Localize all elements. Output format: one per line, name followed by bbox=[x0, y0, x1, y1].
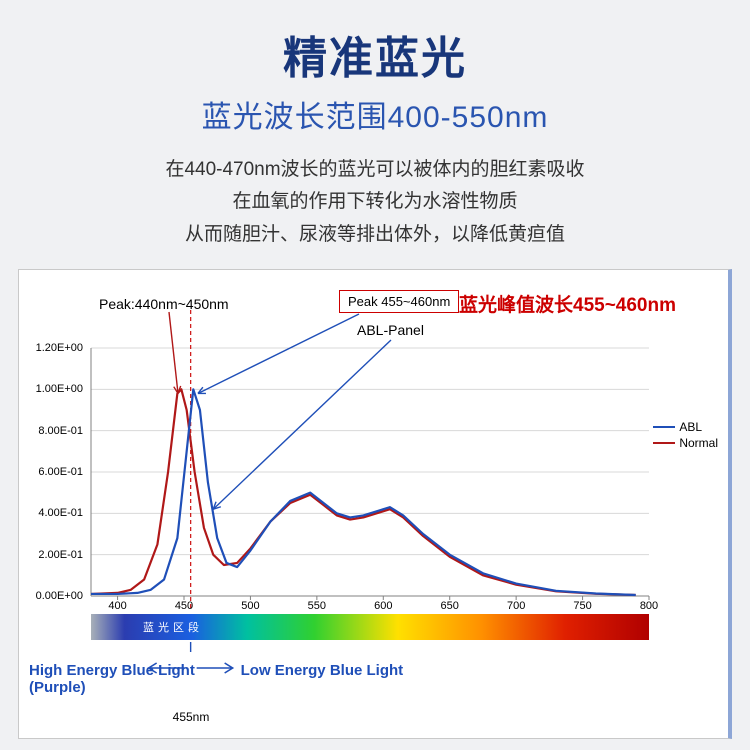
x-tick-label: 600 bbox=[368, 600, 398, 612]
x-tick-label: 400 bbox=[103, 600, 133, 612]
x-tick-label: 450 bbox=[169, 600, 199, 612]
bottom-arrows-svg bbox=[19, 642, 731, 722]
y-tick-label: 2.00E-01 bbox=[23, 549, 83, 561]
desc-line-1: 在440-470nm波长的蓝光可以被体内的胆红素吸收 bbox=[0, 154, 750, 186]
y-tick-label: 1.20E+00 bbox=[23, 342, 83, 354]
legend-normal: Normal bbox=[653, 436, 718, 450]
legend-line-abl bbox=[653, 426, 675, 428]
chart-svg bbox=[19, 270, 731, 610]
y-tick-label: 6.00E-01 bbox=[23, 466, 83, 478]
peak-label-normal: Peak:440nm~450nm bbox=[99, 296, 229, 312]
abl-panel-label: ABL-Panel bbox=[357, 322, 424, 338]
y-tick-label: 1.00E+00 bbox=[23, 383, 83, 395]
chart-legend: ABL Normal bbox=[653, 420, 718, 452]
legend-line-normal bbox=[653, 442, 675, 444]
y-tick-label: 0.00E+00 bbox=[23, 590, 83, 602]
peak-label-abl-box: Peak 455~460nm bbox=[339, 290, 459, 313]
x-tick-label: 650 bbox=[435, 600, 465, 612]
y-tick-label: 4.00E-01 bbox=[23, 507, 83, 519]
desc-line-2: 在血氧的作用下转化为水溶性物质 bbox=[0, 186, 750, 218]
y-tick-label: 8.00E-01 bbox=[23, 425, 83, 437]
desc-line-3: 从而随胆汁、尿液等排出体外，以降低黄疸值 bbox=[0, 219, 750, 251]
peak-highlight-text: 蓝光峰值波长455~460nm bbox=[459, 290, 676, 317]
chart-frame: Peak:440nm~450nm Peak 455~460nm 蓝光峰值波长45… bbox=[18, 269, 732, 739]
page-title: 精准蓝光 bbox=[0, 22, 750, 86]
legend-abl: ABL bbox=[653, 420, 718, 434]
x-tick-label: 800 bbox=[634, 600, 664, 612]
x-tick-label: 700 bbox=[501, 600, 531, 612]
marker-455nm: 455nm bbox=[173, 710, 210, 724]
legend-label-normal: Normal bbox=[679, 436, 718, 450]
description-block: 在440-470nm波长的蓝光可以被体内的胆红素吸收 在血氧的作用下转化为水溶性… bbox=[0, 154, 750, 251]
spectrum-bar-label: 蓝光区段 bbox=[143, 619, 203, 635]
legend-label-abl: ABL bbox=[679, 420, 702, 434]
x-tick-label: 550 bbox=[302, 600, 332, 612]
page-subtitle: 蓝光波长范围400-550nm bbox=[0, 92, 750, 136]
x-tick-label: 500 bbox=[235, 600, 265, 612]
x-tick-label: 750 bbox=[568, 600, 598, 612]
